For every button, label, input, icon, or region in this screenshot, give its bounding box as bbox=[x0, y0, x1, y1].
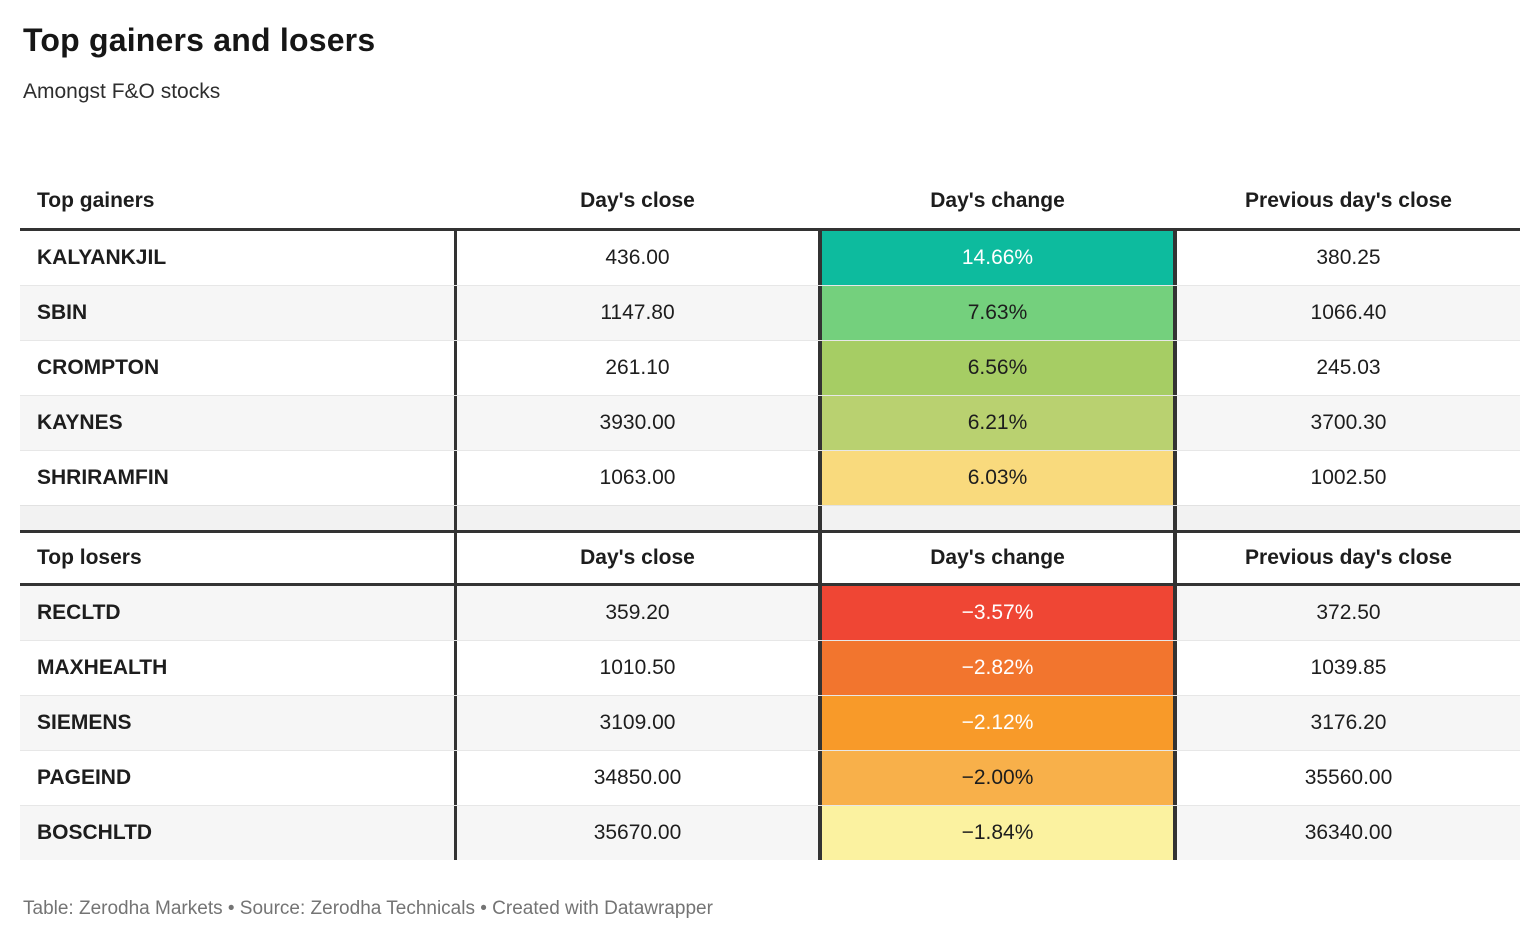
days-close-value: 34850.00 bbox=[593, 766, 682, 789]
loser-row: PAGEIND 34850.00 −2.00% 35560.00 bbox=[20, 750, 1520, 805]
prev-close-value: 1039.85 bbox=[1310, 656, 1387, 679]
prev-close-value: 36340.00 bbox=[1304, 821, 1393, 844]
prev-close-value: 380.25 bbox=[1316, 246, 1381, 269]
loser-row: MAXHEALTH 1010.50 −2.82% 1039.85 bbox=[20, 640, 1520, 695]
days-close-value: 3930.00 bbox=[599, 411, 676, 434]
days-close-value: 35670.00 bbox=[593, 821, 682, 844]
spacer-cell bbox=[20, 506, 457, 530]
stock-symbol: KAYNES bbox=[20, 396, 457, 450]
losers-header-row: Top losers Day's close Day's change Prev… bbox=[20, 530, 1520, 586]
stock-symbol: SIEMENS bbox=[20, 696, 457, 750]
column-header-days-change: Day's change bbox=[930, 189, 1065, 212]
page-subtitle: Amongst F&O stocks bbox=[23, 80, 221, 103]
stock-symbol: BOSCHLTD bbox=[20, 806, 457, 860]
prev-close-value: 35560.00 bbox=[1304, 766, 1393, 789]
days-close-value: 3109.00 bbox=[599, 711, 676, 734]
loser-row: BOSCHLTD 35670.00 −1.84% 36340.00 bbox=[20, 805, 1520, 860]
days-close-value: 359.20 bbox=[605, 601, 670, 624]
spacer-cell bbox=[818, 506, 1177, 530]
gainers-header-row: Top gainers Day's close Day's change Pre… bbox=[20, 174, 1520, 231]
stock-symbol: PAGEIND bbox=[20, 751, 457, 805]
days-close-value: 1010.50 bbox=[599, 656, 676, 679]
days-close-value: 436.00 bbox=[605, 246, 670, 269]
attribution-footer: Table: Zerodha Markets • Source: Zerodha… bbox=[23, 898, 713, 919]
prev-close-value: 1066.40 bbox=[1310, 301, 1387, 324]
gainer-row: KAYNES 3930.00 6.21% 3700.30 bbox=[20, 395, 1520, 450]
gainers-body: KALYANKJIL 436.00 14.66% 380.25 SBIN 1147.80 7… bbox=[20, 231, 1520, 505]
loser-row: SIEMENS 3109.00 −2.12% 3176.20 bbox=[20, 695, 1520, 750]
column-header-top-gainers: Top gainers bbox=[37, 189, 155, 212]
column-header-top-losers: Top losers bbox=[20, 533, 457, 583]
days-change-value: 7.63% bbox=[818, 286, 1177, 340]
gainers-losers-table: Top gainers Day's close Day's change Pre… bbox=[20, 174, 1520, 860]
stock-symbol: SBIN bbox=[20, 286, 457, 340]
chart-header: Top gainers and losers Amongst F&O stock… bbox=[0, 0, 1540, 104]
days-change-value: −2.00% bbox=[818, 751, 1177, 805]
spacer-cell bbox=[457, 506, 818, 530]
days-change-value: −2.12% bbox=[818, 696, 1177, 750]
stock-symbol: MAXHEALTH bbox=[20, 641, 457, 695]
days-change-value: 6.56% bbox=[818, 341, 1177, 395]
column-header-days-change: Day's change bbox=[818, 533, 1177, 583]
days-change-value: −1.84% bbox=[818, 806, 1177, 860]
days-change-value: 14.66% bbox=[818, 231, 1177, 285]
gainer-row: SBIN 1147.80 7.63% 1066.40 bbox=[20, 285, 1520, 340]
gainer-row: SHRIRAMFIN 1063.00 6.03% 1002.50 bbox=[20, 450, 1520, 505]
stock-symbol: RECLTD bbox=[20, 586, 457, 640]
stock-symbol: KALYANKJIL bbox=[20, 231, 457, 285]
stock-symbol: CROMPTON bbox=[20, 341, 457, 395]
losers-body: RECLTD 359.20 −3.57% 372.50 MAXHEALTH 1010.50… bbox=[20, 586, 1520, 860]
stock-symbol: SHRIRAMFIN bbox=[20, 451, 457, 505]
days-close-value: 1063.00 bbox=[599, 466, 676, 489]
prev-close-value: 3700.30 bbox=[1310, 411, 1387, 434]
column-header-previous-days-close: Previous day's close bbox=[1245, 189, 1452, 212]
column-header-days-close: Day's close bbox=[580, 546, 695, 569]
days-change-value: −2.82% bbox=[818, 641, 1177, 695]
days-change-value: 6.03% bbox=[818, 451, 1177, 505]
prev-close-value: 245.03 bbox=[1316, 356, 1381, 379]
days-change-value: −3.57% bbox=[818, 586, 1177, 640]
section-spacer-row bbox=[20, 505, 1520, 530]
prev-close-value: 3176.20 bbox=[1310, 711, 1387, 734]
days-change-value: 6.21% bbox=[818, 396, 1177, 450]
prev-close-value: 1002.50 bbox=[1310, 466, 1387, 489]
days-close-value: 1147.80 bbox=[600, 301, 675, 324]
loser-row: RECLTD 359.20 −3.57% 372.50 bbox=[20, 586, 1520, 640]
column-header-days-close: Day's close bbox=[580, 189, 695, 212]
days-close-value: 261.10 bbox=[605, 356, 670, 379]
gainer-row: CROMPTON 261.10 6.56% 245.03 bbox=[20, 340, 1520, 395]
gainer-row: KALYANKJIL 436.00 14.66% 380.25 bbox=[20, 231, 1520, 285]
column-header-previous-days-close: Previous day's close bbox=[1245, 546, 1452, 569]
page-title: Top gainers and losers bbox=[23, 22, 376, 58]
spacer-cell bbox=[1177, 506, 1520, 530]
prev-close-value: 372.50 bbox=[1316, 601, 1381, 624]
